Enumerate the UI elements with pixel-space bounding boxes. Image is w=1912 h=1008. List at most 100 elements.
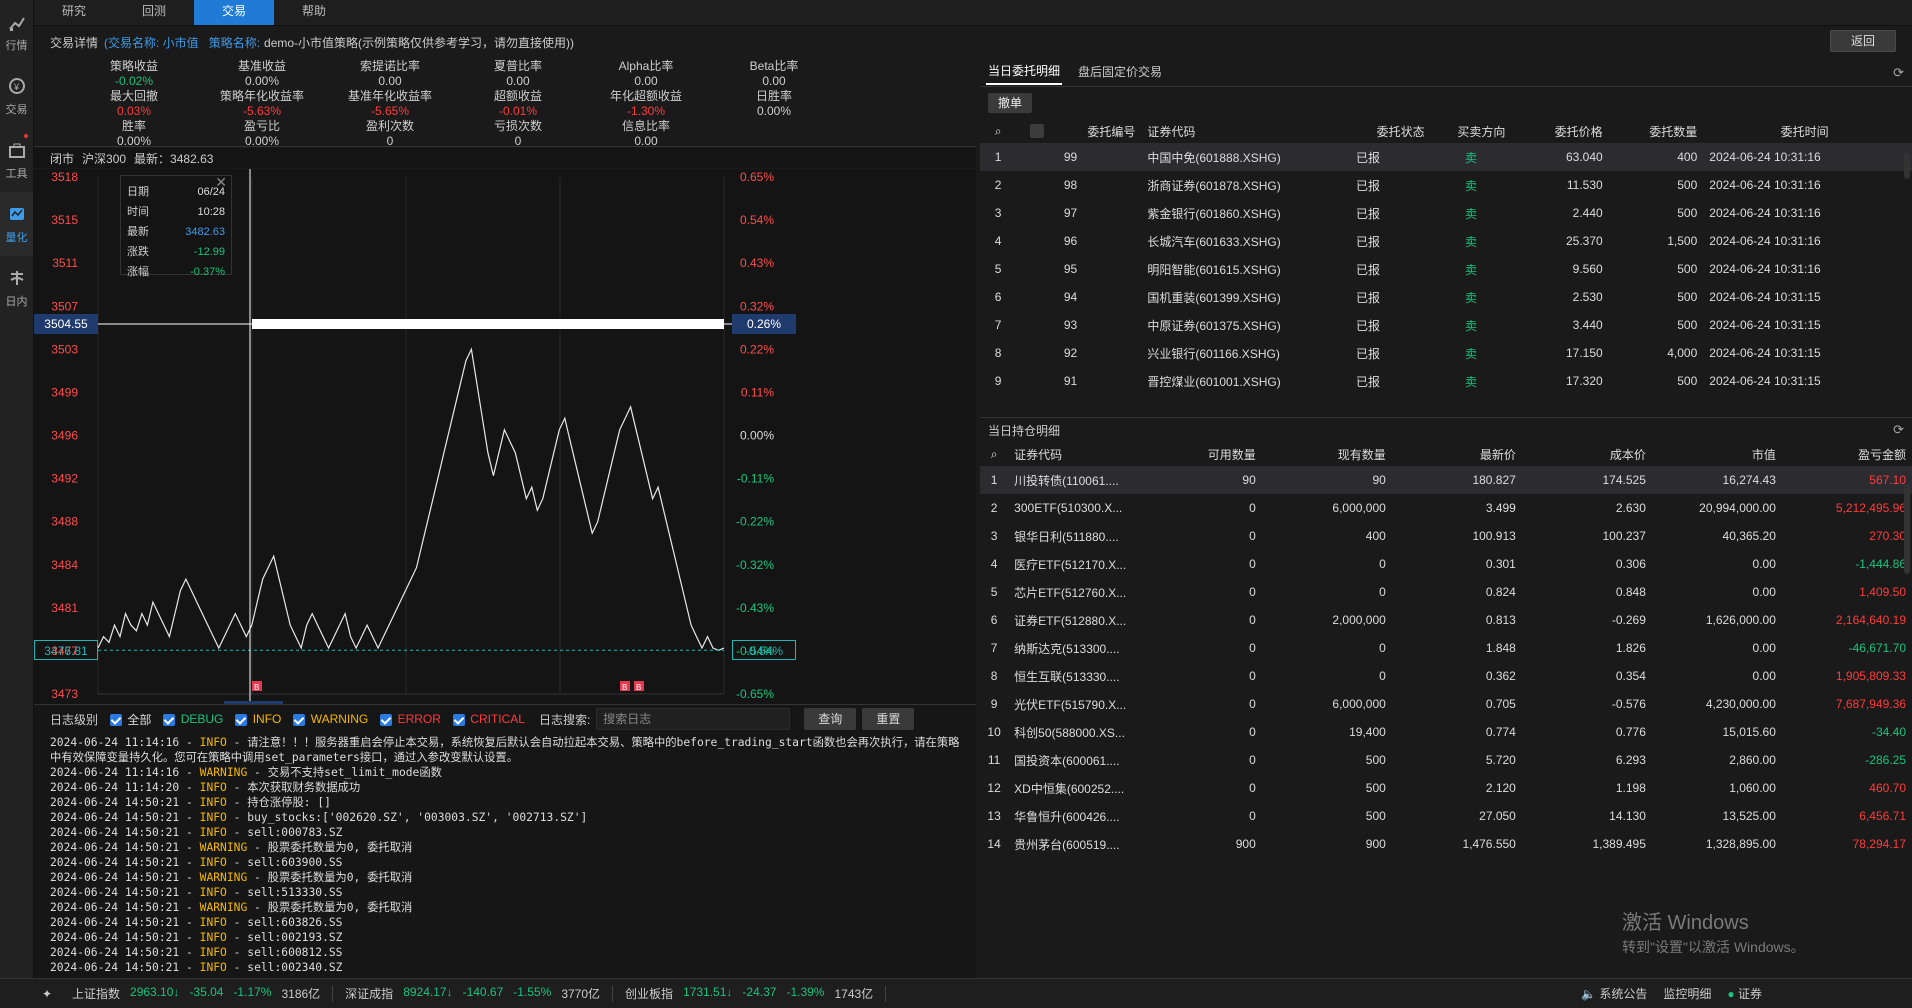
table-row[interactable]: 8 92 兴业银行(601166.XSHG) 已报 卖 17.150 4,000 2024-0… bbox=[980, 339, 1912, 367]
table-row[interactable]: 5 95 明阳智能(601615.XSHG) 已报 卖 9.560 500 2024-06-2… bbox=[980, 255, 1912, 283]
log-level-checkbox[interactable]: WARNING bbox=[293, 712, 368, 726]
sidebar-item-3[interactable]: 量化 bbox=[0, 192, 33, 256]
table-row[interactable]: 1 川投转债(110061.... 90 90 180.827 174.525 16,274… bbox=[980, 466, 1912, 494]
column-header[interactable]: 委托状态 bbox=[1349, 119, 1431, 143]
table-row[interactable]: 2 300ETF(510300.X... 0 6,000,000 3.499 2.630 2… bbox=[980, 494, 1912, 522]
index-ticker[interactable]: 上证指数 2963.10↓ -35.04 -1.17% 3186亿 bbox=[72, 985, 320, 1002]
orders-tab-1[interactable]: 盘后固定价交易 bbox=[1078, 65, 1163, 79]
table-row[interactable]: 5 芯片ETF(512760.X... 0 0 0.824 0.848 0.00 1,409.… bbox=[980, 578, 1912, 606]
reset-button[interactable]: 重置 bbox=[862, 708, 915, 730]
column-header[interactable]: 成本价 bbox=[1521, 442, 1652, 466]
order-id: 91 bbox=[1063, 374, 1078, 388]
tab-2[interactable]: 交易 bbox=[194, 0, 274, 25]
table-row[interactable]: 12 XD中恒集(600252.... 0 500 2.120 1.198 1,060.00… bbox=[980, 774, 1912, 802]
log-level-checkbox[interactable]: 全部 bbox=[110, 711, 151, 728]
query-button[interactable]: 查询 bbox=[804, 708, 857, 730]
row-checkbox[interactable] bbox=[1016, 199, 1058, 227]
positions-scrollbar[interactable] bbox=[1904, 484, 1910, 574]
table-row[interactable]: 14 贵州茅台(600519.... 900 900 1,476.550 1,389.49… bbox=[980, 830, 1912, 858]
log-time: 2024-06-24 11:14:20 - bbox=[50, 781, 200, 794]
position-cell: 4,230,000.00 bbox=[1705, 697, 1776, 711]
row-checkbox[interactable] bbox=[1016, 227, 1058, 255]
table-row[interactable]: 6 94 国机重装(601399.XSHG) 已报 卖 2.530 500 2024-06-2… bbox=[980, 283, 1912, 311]
table-row[interactable]: 10 90中泰证券(600918.XSHG)已报卖5.7405002024-06-… bbox=[980, 395, 1912, 403]
position-cell: 0.301 bbox=[1485, 557, 1516, 571]
table-row[interactable]: 7 纳斯达克(513300.... 0 0 1.848 1.826 0.00 -46,671.… bbox=[980, 634, 1912, 662]
log-message: - buy_stocks:['002620.SZ', '003003.SZ', … bbox=[226, 811, 588, 824]
close-icon[interactable]: ✕ bbox=[215, 174, 227, 190]
table-row[interactable]: 1 99 中国中免(601888.XSHG) 已报卖 63.040 400 2024-06-… bbox=[980, 143, 1912, 171]
refresh-icon[interactable]: ⟳ bbox=[1893, 65, 1904, 80]
log-message: - 本次获取财务数据成功 bbox=[226, 781, 361, 794]
column-header[interactable]: 委托时间 bbox=[1703, 119, 1912, 143]
sidebar-item-2[interactable]: 工具 bbox=[0, 128, 33, 192]
index-ticker[interactable]: 创业板指 1731.51↓ -24.37 -1.39% 1743亿 bbox=[625, 985, 873, 1002]
table-row[interactable]: 7 93 中原证券(601375.XSHG) 已报 卖 3.440 500 2024-06-2… bbox=[980, 311, 1912, 339]
table-row[interactable]: 9 光伏ETF(515790.X... 0 6,000,000 0.705 -0.576 4… bbox=[980, 690, 1912, 718]
column-header[interactable]: 委托价格 bbox=[1511, 119, 1609, 143]
log-search-input[interactable]: 搜索日志 bbox=[596, 708, 791, 730]
table-row[interactable]: 6 证券ETF(512880.X... 0 2,000,000 0.813 -0.269 1… bbox=[980, 606, 1912, 634]
table-row[interactable]: 11 国投资本(600061.... 0 500 5.720 6.293 2,860.00 -… bbox=[980, 746, 1912, 774]
table-row[interactable]: 3 97 紫金银行(601860.XSHG) 已报 卖 2.440 500 2024-06-2… bbox=[980, 199, 1912, 227]
table-row[interactable]: 13 华鲁恒升(600426.... 0 500 27.050 14.130 13,525.… bbox=[980, 802, 1912, 830]
table-row[interactable]: 10 科创50(588000.XS... 0 19,400 0.774 0.776 15,0… bbox=[980, 718, 1912, 746]
monitor-link[interactable]: 监控明细 bbox=[1663, 987, 1712, 1001]
tab-1[interactable]: 回测 bbox=[141, 4, 166, 18]
table-row[interactable]: 2 98 浙商证券(601878.XSHG) 已报 卖 11.530 500 2024-06-… bbox=[980, 171, 1912, 199]
pin-icon[interactable]: ✦ bbox=[42, 986, 53, 1001]
search-icon[interactable]: ⌕ bbox=[980, 119, 1017, 143]
orders-tab-0[interactable]: 当日委托明细 bbox=[986, 58, 1063, 85]
column-header[interactable]: 证券代码 bbox=[1141, 119, 1350, 143]
row-checkbox[interactable] bbox=[1016, 339, 1058, 367]
search-icon[interactable]: ⌕ bbox=[980, 442, 1009, 466]
y-tick-label: 3481 bbox=[51, 601, 78, 615]
back-button[interactable]: 返回 bbox=[1830, 30, 1896, 52]
stats-grid: 策略收益 -0.02% 基准收益 0.00% 索提诺比率 0.00 夏普比率 0.00 Alph… bbox=[34, 57, 976, 148]
tab-0[interactable]: 研究 bbox=[61, 4, 86, 18]
table-row[interactable]: 3 银华日利(511880.... 0 400 100.913 100.237 40,365… bbox=[980, 522, 1912, 550]
column-header[interactable]: 委托编号 bbox=[1057, 119, 1142, 143]
stat-item: 超额收益 -0.01% bbox=[443, 89, 593, 119]
row-index: 1 bbox=[980, 143, 1017, 171]
log-level-checkbox[interactable]: CRITICAL bbox=[452, 712, 525, 726]
row-checkbox[interactable] bbox=[1016, 367, 1058, 395]
orders-scrollbar[interactable] bbox=[1904, 153, 1910, 179]
order-status: 已报 bbox=[1350, 395, 1431, 404]
table-row[interactable]: 4 医疗ETF(512170.X... 0 0 0.301 0.306 0.00 -1,444… bbox=[980, 550, 1912, 578]
table-row[interactable]: 8 恒生互联(513330.... 0 0 0.362 0.354 0.00 1,905,80… bbox=[980, 662, 1912, 690]
stat-label: 盈利次数 bbox=[365, 119, 414, 133]
table-row[interactable]: 9 91 晋控煤业(601001.XSHG) 已报 卖 17.320 500 2024-06-… bbox=[980, 367, 1912, 395]
column-header[interactable]: 盈亏金额 bbox=[1781, 442, 1912, 466]
checkbox-icon bbox=[163, 713, 176, 726]
table-row[interactable]: 4 96 长城汽车(601633.XSHG) 已报 卖 25.370 1,500 2024-0… bbox=[980, 227, 1912, 255]
y2-tick-label: 0.00% bbox=[740, 429, 774, 443]
tab-3[interactable]: 帮助 bbox=[301, 4, 326, 18]
refresh-icon[interactable]: ⟳ bbox=[1893, 422, 1904, 437]
select-all-checkbox[interactable] bbox=[1016, 119, 1058, 143]
row-checkbox[interactable] bbox=[1016, 395, 1058, 403]
cancel-order-button[interactable]: 撤单 bbox=[988, 93, 1033, 113]
column-header[interactable]: 委托数量 bbox=[1608, 119, 1704, 143]
row-checkbox[interactable] bbox=[1016, 255, 1058, 283]
column-header[interactable]: 可用数量 bbox=[1142, 442, 1262, 466]
price-chart[interactable]: 3518 3515 3511 3507 3503 3499 3496 3492 3488 3484… bbox=[34, 169, 976, 729]
column-header[interactable]: 证券代码 bbox=[1008, 442, 1143, 466]
log-level-checkbox[interactable]: INFO bbox=[235, 712, 281, 726]
row-checkbox[interactable] bbox=[1016, 311, 1058, 339]
row-checkbox[interactable] bbox=[1016, 143, 1058, 171]
row-checkbox[interactable] bbox=[1016, 283, 1058, 311]
sidebar-item-0[interactable]: 行情 bbox=[0, 0, 33, 64]
system-notice-link[interactable]: 🔈 系统公告 bbox=[1581, 987, 1648, 1001]
sidebar-item-1[interactable]: ¥ 交易 bbox=[0, 64, 33, 128]
column-header[interactable]: 最新价 bbox=[1391, 442, 1522, 466]
watermark-line2: 转到"设置"以激活 Windows。 bbox=[1622, 939, 1805, 955]
log-level-checkbox[interactable]: DEBUG bbox=[163, 712, 223, 726]
index-ticker[interactable]: 深证成指 8924.17↓ -140.67 -1.55% 3770亿 bbox=[345, 985, 600, 1002]
row-checkbox[interactable] bbox=[1016, 171, 1058, 199]
log-level-checkbox[interactable]: ERROR bbox=[380, 712, 441, 726]
column-header[interactable]: 买卖方向 bbox=[1430, 119, 1512, 143]
sidebar-item-4[interactable]: 日内 bbox=[0, 256, 33, 320]
column-header[interactable]: 市值 bbox=[1651, 442, 1782, 466]
column-header[interactable]: 现有数量 bbox=[1261, 442, 1392, 466]
